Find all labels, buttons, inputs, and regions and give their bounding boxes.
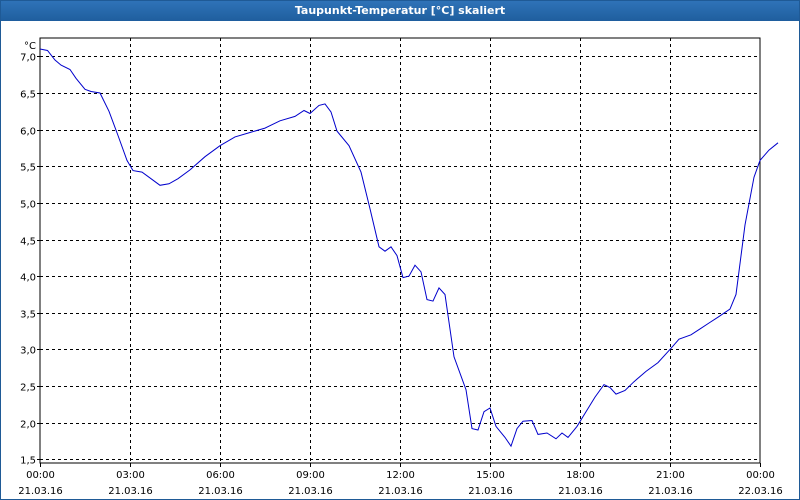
y-tick-label: 6,5 [20, 90, 36, 101]
x-tick-date-label: 21.03.16 [378, 486, 423, 497]
y-tick-label: 6,0 [20, 127, 36, 138]
y-tick-label: 5,0 [20, 200, 36, 211]
x-tick-date-label: 21.03.16 [468, 486, 513, 497]
x-tick-date-label: 21.03.16 [288, 486, 333, 497]
y-axis-unit-label: °C [24, 41, 36, 52]
x-axis: 00:00 21.03.16 03:00 21.03.16 06:00 21.03.16 0… [18, 463, 783, 497]
x-tick-time-label: 18:00 [566, 470, 595, 481]
y-axis: 1,5 2,0 2,5 3,0 3,5 4,0 4,5 5,0 5,5 6,0 6,5 7,0 [20, 53, 40, 467]
x-tick-date-label: 21.03.16 [198, 486, 243, 497]
y-tick-label: 1,5 [20, 456, 36, 467]
x-tick-date-label: 21.03.16 [108, 486, 153, 497]
grid-lines [40, 38, 760, 463]
y-tick-label: 3,0 [20, 346, 36, 357]
y-tick-label: 5,5 [20, 163, 36, 174]
x-tick-time-label: 21:00 [656, 470, 685, 481]
x-tick-time-label: 00:00 [26, 470, 55, 481]
y-tick-label: 3,5 [20, 310, 36, 321]
y-tick-label: 4,0 [20, 273, 36, 284]
x-tick-time-label: 00:00 [746, 470, 775, 481]
series-line [39, 48, 779, 448]
window-title: Taupunkt-Temperatur [°C] skaliert [1, 1, 799, 21]
x-tick-time-label: 09:00 [296, 470, 325, 481]
x-tick-time-label: 03:00 [116, 470, 145, 481]
x-tick-date-label: 21.03.16 [648, 486, 693, 497]
x-tick-date-label: 22.03.16 [738, 486, 783, 497]
x-tick-time-label: 06:00 [206, 470, 235, 481]
x-tick-time-label: 12:00 [386, 470, 415, 481]
y-tick-label: 2,0 [20, 420, 36, 431]
y-tick-label: 7,0 [20, 53, 36, 64]
x-tick-date-label: 21.03.16 [18, 486, 63, 497]
x-tick-time-label: 15:00 [476, 470, 505, 481]
x-tick-date-label: 21.03.16 [558, 486, 603, 497]
y-tick-label: 4,5 [20, 237, 36, 248]
y-tick-label: 2,5 [20, 383, 36, 394]
